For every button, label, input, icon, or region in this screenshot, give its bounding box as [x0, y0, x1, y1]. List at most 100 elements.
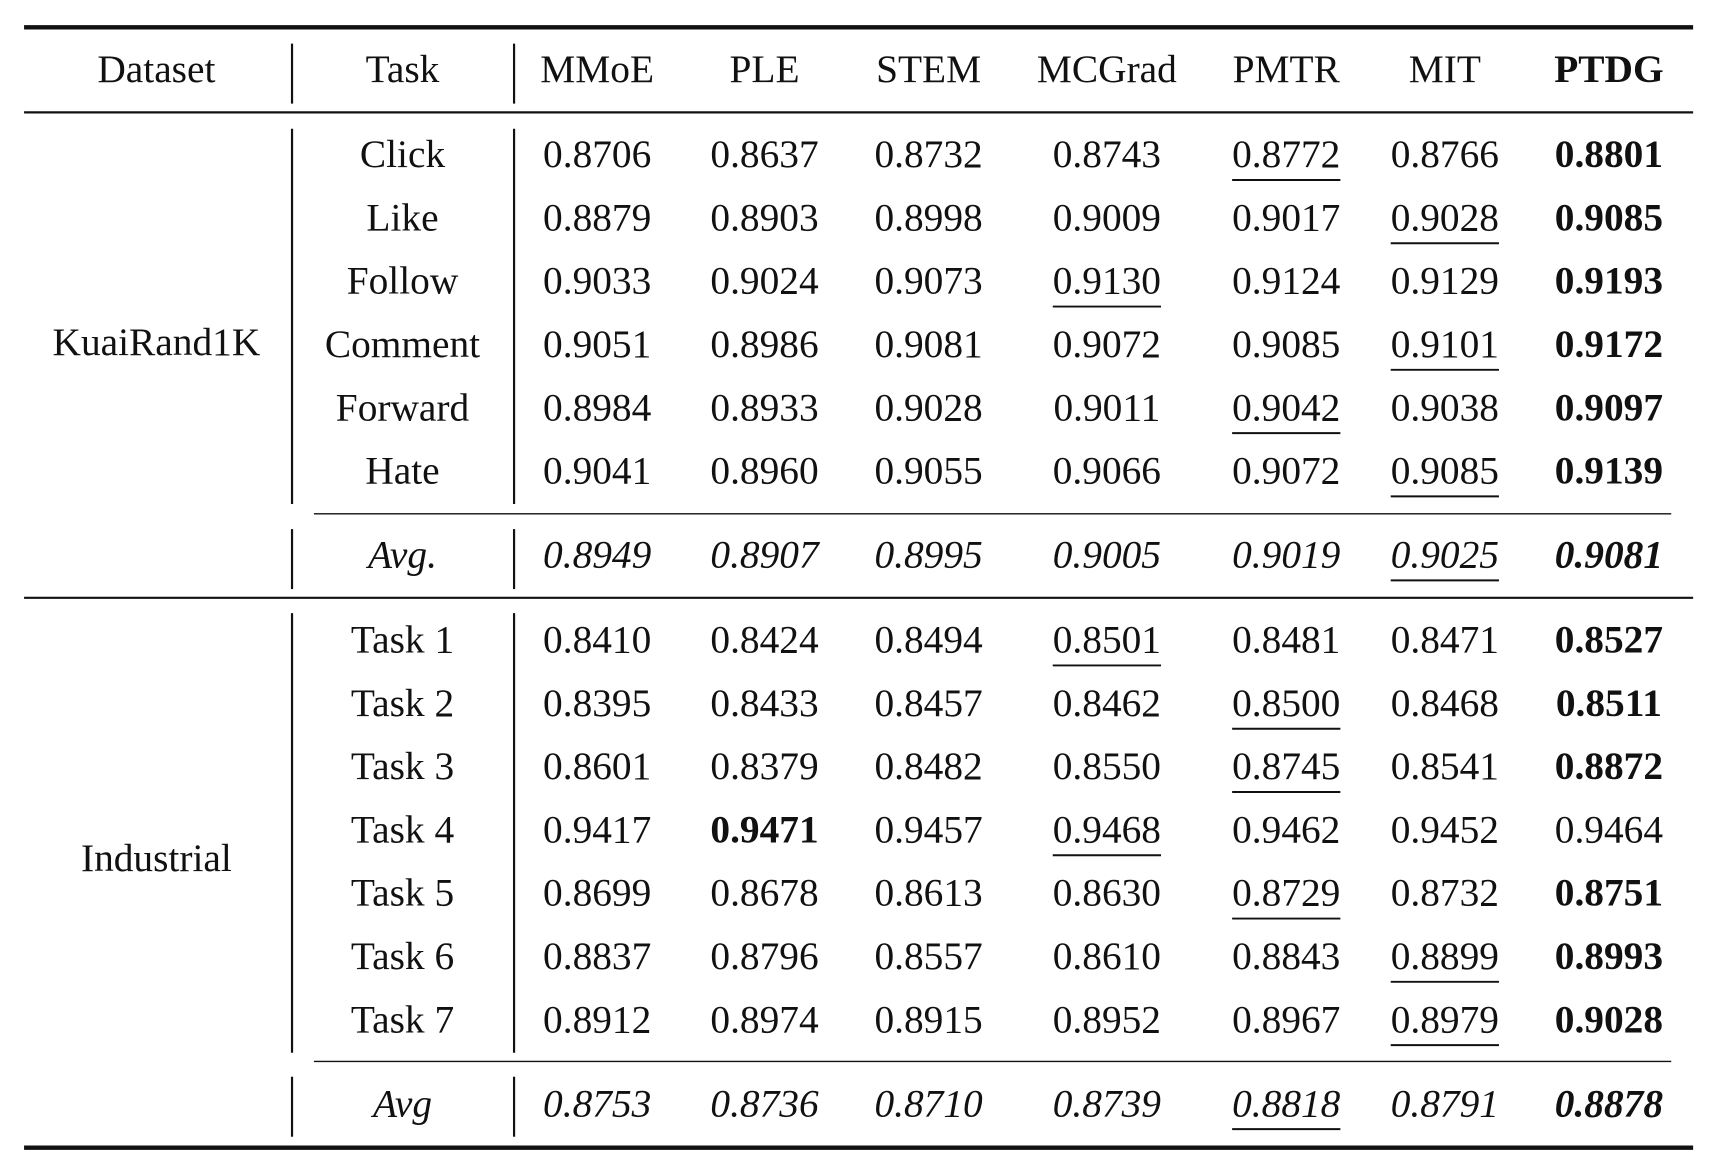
value-cell: 0.8471 — [1391, 618, 1499, 662]
avg-value: 0.8818 — [1232, 1081, 1341, 1125]
value-cell: 0.8462 — [1053, 681, 1161, 725]
value-cell: 0.9073 — [874, 259, 982, 303]
value-cell: 0.9085 — [1555, 196, 1663, 240]
value-cell: 0.9097 — [1555, 385, 1663, 429]
dataset-cell: Industrial — [81, 836, 232, 880]
value-cell: 0.8933 — [710, 385, 818, 429]
value-cell: 0.8541 — [1391, 744, 1499, 788]
value-cell: 0.8550 — [1053, 744, 1161, 788]
value-cell: 0.8395 — [543, 681, 651, 725]
task-cell: Task 5 — [351, 871, 454, 915]
avg-value: 0.8791 — [1391, 1081, 1499, 1125]
task-cell: Task 2 — [351, 681, 454, 725]
value-cell: 0.9468 — [1053, 808, 1161, 852]
value-cell: 0.9028 — [1555, 997, 1663, 1041]
avg-value: 0.8736 — [710, 1081, 819, 1125]
avg-label: Avg — [370, 1081, 432, 1125]
value-cell: 0.8678 — [710, 871, 818, 915]
value-cell: 0.8527 — [1555, 618, 1663, 662]
value-cell: 0.9072 — [1053, 322, 1161, 366]
avg-value: 0.9005 — [1053, 533, 1161, 577]
task-cell: Hate — [365, 449, 439, 493]
header-cell: Task — [366, 47, 440, 91]
avg-value: 0.8739 — [1053, 1081, 1162, 1125]
task-cell: Comment — [325, 322, 480, 366]
value-cell: 0.9055 — [874, 449, 982, 493]
value-cell: 0.8500 — [1232, 681, 1340, 725]
header-cell: Dataset — [97, 47, 215, 91]
value-cell: 0.8601 — [543, 744, 651, 788]
value-cell: 0.8751 — [1555, 871, 1663, 915]
dataset-cell: KuaiRand1K — [53, 320, 261, 364]
value-cell: 0.8482 — [874, 744, 982, 788]
value-cell: 0.9009 — [1053, 196, 1161, 240]
avg-value: 0.9019 — [1232, 533, 1341, 577]
avg-value: 0.9081 — [1555, 533, 1663, 577]
task-cell: Task 6 — [351, 934, 454, 978]
value-cell: 0.9193 — [1555, 259, 1663, 303]
value-cell: 0.8796 — [710, 934, 818, 978]
value-cell: 0.9033 — [543, 259, 651, 303]
value-cell: 0.8481 — [1232, 618, 1340, 662]
value-cell: 0.9129 — [1391, 259, 1499, 303]
task-cell: Task 7 — [351, 997, 454, 1041]
value-cell: 0.8379 — [710, 744, 818, 788]
header-cell: PTDG — [1554, 47, 1663, 91]
value-cell: 0.8993 — [1555, 934, 1663, 978]
value-cell: 0.9452 — [1391, 808, 1499, 852]
value-cell: 0.8630 — [1053, 871, 1161, 915]
value-cell: 0.8967 — [1232, 997, 1340, 1041]
value-cell: 0.9041 — [543, 449, 651, 493]
value-cell: 0.8501 — [1053, 618, 1161, 662]
task-cell: Task 3 — [351, 744, 454, 788]
value-cell: 0.8879 — [543, 196, 651, 240]
value-cell: 0.8511 — [1556, 681, 1662, 725]
avg-value: 0.8878 — [1555, 1081, 1664, 1125]
value-cell: 0.9471 — [710, 808, 818, 852]
task-cell: Click — [360, 132, 446, 176]
value-cell: 0.9462 — [1232, 808, 1340, 852]
value-cell: 0.8843 — [1232, 934, 1340, 978]
value-cell: 0.8899 — [1391, 934, 1499, 978]
header-cell: MMoE — [540, 47, 654, 91]
avg-value: 0.9025 — [1391, 533, 1499, 577]
value-cell: 0.8998 — [874, 196, 982, 240]
header-cell: STEM — [876, 47, 981, 91]
value-cell: 0.9024 — [710, 259, 819, 303]
value-cell: 0.8613 — [874, 871, 982, 915]
avg-value: 0.8710 — [874, 1081, 983, 1125]
value-cell: 0.8557 — [874, 934, 982, 978]
task-cell: Forward — [336, 385, 470, 429]
value-cell: 0.8984 — [543, 385, 652, 429]
value-cell: 0.8729 — [1232, 871, 1340, 915]
avg-value: 0.8907 — [710, 533, 820, 577]
value-cell: 0.8732 — [1391, 871, 1499, 915]
value-cell: 0.9101 — [1391, 322, 1499, 366]
value-cell: 0.8637 — [710, 132, 818, 176]
value-cell: 0.8837 — [543, 934, 651, 978]
value-cell: 0.9011 — [1053, 385, 1160, 429]
value-cell: 0.8699 — [543, 871, 651, 915]
value-cell: 0.8801 — [1555, 132, 1663, 176]
value-cell: 0.8974 — [710, 997, 819, 1041]
avg-label: Avg. — [365, 533, 437, 577]
task-cell: Follow — [347, 259, 459, 303]
value-cell: 0.9066 — [1053, 449, 1161, 493]
value-cell: 0.9028 — [1391, 196, 1499, 240]
value-cell: 0.8743 — [1053, 132, 1161, 176]
value-cell: 0.9072 — [1232, 449, 1340, 493]
value-cell: 0.8766 — [1391, 132, 1499, 176]
value-cell: 0.9124 — [1232, 259, 1341, 303]
value-cell: 0.9051 — [543, 322, 651, 366]
header-cell: PMTR — [1233, 47, 1341, 91]
value-cell: 0.8457 — [874, 681, 982, 725]
task-cell: Task 1 — [351, 618, 454, 662]
value-cell: 0.9457 — [874, 808, 982, 852]
task-cell: Like — [366, 196, 438, 240]
value-cell: 0.8872 — [1555, 744, 1663, 788]
value-cell: 0.8706 — [543, 132, 651, 176]
value-cell: 0.9085 — [1232, 322, 1340, 366]
task-cell: Task 4 — [351, 808, 455, 852]
